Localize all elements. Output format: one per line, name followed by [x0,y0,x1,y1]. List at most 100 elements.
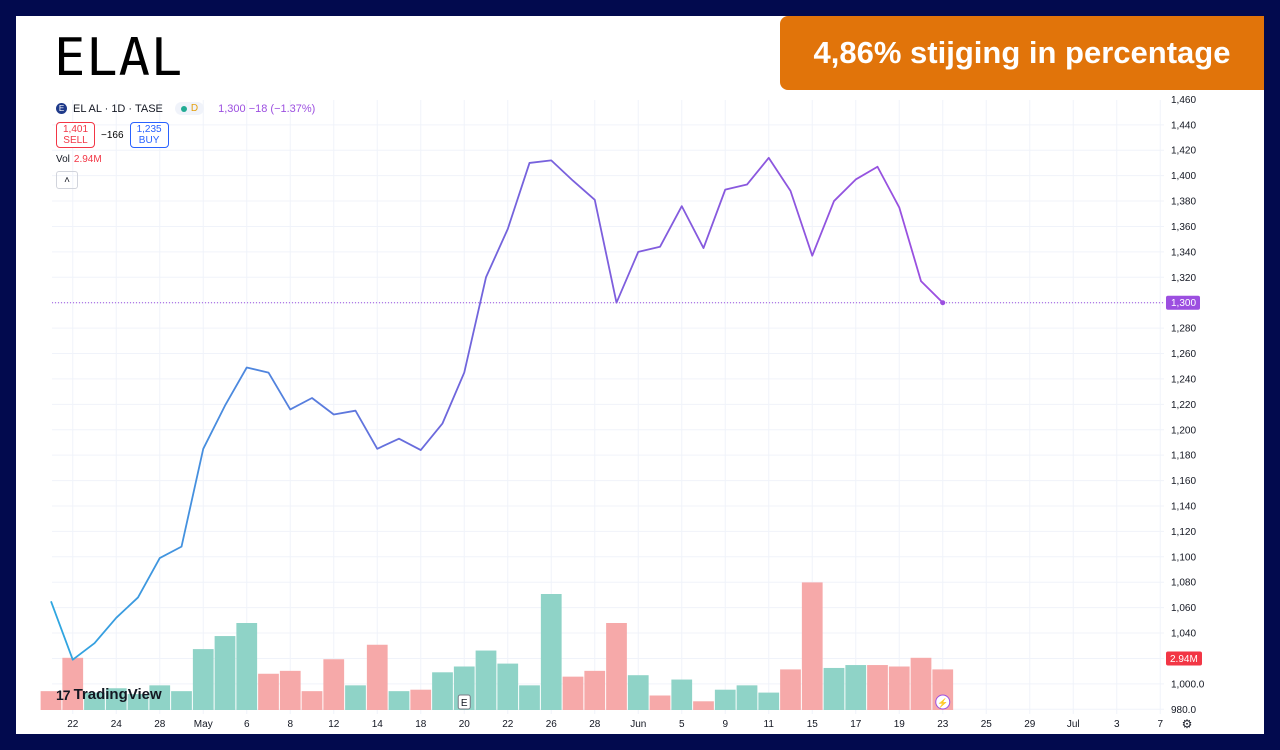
volume-bar [345,685,366,710]
x-tick-label: 9 [722,719,728,730]
trade-buttons: 1,401 SELL −166 1,235 BUY [56,122,169,148]
volume-bar [714,689,736,710]
volume-bar [627,675,649,710]
y-tick-label: 1,380 [1171,197,1196,208]
x-tick-label: 17 [850,719,862,730]
sell-button[interactable]: 1,401 SELL [56,122,96,148]
x-tick-label: 20 [459,719,471,730]
y-tick-label: 1,200 [1171,425,1196,436]
price-chart[interactable]: 1,460 1,440 1,420 1,400 1,380 1,360 1,340 1,320… [16,16,1264,734]
y-tick-label: 1,260 [1171,349,1196,360]
y-tick-label: 1,420 [1171,146,1196,157]
x-tick-label: 15 [807,719,819,730]
volume-bar [823,667,845,710]
flash-marker-circle [935,694,951,710]
volume-bar [736,685,758,710]
volume-bar [910,657,932,710]
y-tick-label: 980.0 [1171,705,1196,716]
volume-bar [105,688,127,710]
x-tick-label: Jul [1067,719,1080,730]
symbol-logo-icon: E [56,103,67,114]
volume-label: Vol [56,154,70,165]
y-tick-label: 1,240 [1171,374,1196,385]
x-tick-label: 22 [67,719,79,730]
volume-bar [62,657,84,710]
x-tick-label: 6 [244,719,250,730]
y-tick-label: 1,080 [1171,578,1196,589]
volume-bar [214,636,236,710]
x-tick-label: 12 [328,719,340,730]
sell-label: SELL [63,135,88,146]
percentage-banner: 4,86% stijging in percentage [780,16,1264,90]
x-tick-label: 24 [111,719,123,730]
tradingview-label: TradingView [73,686,162,703]
earnings-marker: E [461,698,468,709]
volume-bar [279,670,301,710]
flash-icon: ⚡ [937,697,948,709]
sell-price: 1,401 [63,124,89,135]
x-tick-label: 26 [546,719,558,730]
volume-bar [301,691,323,710]
volume-bar [671,679,693,710]
volume-bar [127,694,149,710]
y-tick-label: 1,220 [1171,400,1196,411]
buy-button[interactable]: 1,235 BUY [129,122,169,148]
x-tick-label: 7 [1157,719,1163,730]
last-price-tag [1166,295,1200,310]
volume-bar [149,685,171,710]
last-price-dot [940,300,946,306]
page-title: ELAL [54,28,184,88]
volume-bar [84,692,105,710]
market-open-icon [180,105,187,112]
last-volume-label: 2.94M [1170,654,1198,665]
settings-icon: ⚙ [1182,717,1193,731]
price-quote: 1,300 −18 (−1.37%) [218,102,316,115]
x-tick-label: 14 [372,719,384,730]
x-tick-label: 22 [502,719,514,730]
volume-bar [236,623,258,710]
chart-frame: 1,460 1,440 1,420 1,400 1,380 1,360 1,340 1,320… [16,16,1264,734]
price-line [50,156,944,661]
market-status-badge[interactable]: D [174,102,205,115]
buy-price: 1,235 [136,124,162,135]
y-tick-label: 1,280 [1171,324,1196,335]
volume-bar [606,623,627,710]
collapse-legend-button[interactable]: ˄ [56,171,78,189]
tradingview-logo[interactable]: 17 TradingView [56,686,162,703]
y-tick-label: 1,120 [1171,527,1196,538]
volume-bar [40,691,62,710]
volume-bar [562,676,584,710]
symbol-name[interactable]: EL AL · 1D · TASE [73,102,163,115]
volume-bar [366,644,388,710]
x-tick-label: 28 [154,719,166,730]
volume-bar [497,663,519,710]
y-tick-label: 1,100 [1171,552,1196,563]
x-tick-label: 8 [287,719,293,730]
volume-bar [845,665,867,710]
volume-bar [519,685,540,710]
volume-bar [540,594,562,710]
x-tick-label: 11 [764,719,775,730]
volume-legend[interactable]: Vol 2.94M [56,154,102,165]
y-tick-label: 1,060 [1171,603,1196,614]
y-tick-label: 1,440 [1171,120,1196,131]
volume-bar [584,670,606,710]
volume-bar [780,669,801,710]
y-tick-label: 1,160 [1171,476,1196,487]
y-tick-label: 1,040 [1171,629,1196,640]
x-tick-label: 3 [1114,719,1120,730]
x-tick-label: 23 [937,719,949,730]
y-tick-label: 1,000.0 [1171,679,1205,690]
x-tick-label: 28 [589,719,601,730]
last-price-label: 1,300 [1171,298,1196,309]
y-tick-label: 1,360 [1171,222,1196,233]
volume-bar [171,691,192,710]
buy-label: BUY [138,135,160,146]
volume-bar [258,673,279,710]
last-volume-tag [1166,651,1202,666]
spread-value: −166 [101,129,124,141]
data-delay-badge: D [190,103,199,114]
y-tick-label: 1,340 [1171,247,1196,258]
volume-bar [801,582,823,710]
x-tick-label: 29 [1024,719,1036,730]
